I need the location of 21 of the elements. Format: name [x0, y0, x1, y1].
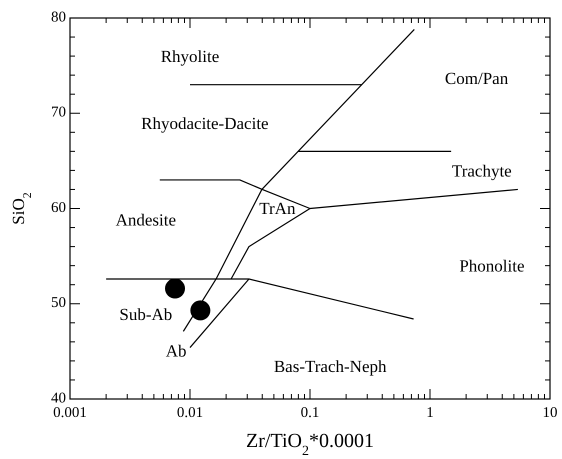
x-tick-label: 0.01: [176, 405, 204, 421]
annotation: Andesite: [116, 210, 176, 230]
x-tick-label: 0.1: [300, 405, 320, 421]
annotation: Sub-Ab: [119, 304, 172, 324]
x-tick-label: 10: [542, 405, 558, 421]
annotation: Rhyodacite-Dacite: [141, 114, 269, 133]
annotation: Phonolite: [459, 256, 525, 276]
annotation: Com/Pan: [444, 69, 509, 88]
x-tick-label: 1: [426, 405, 434, 421]
y-tick-label: 70: [51, 104, 66, 121]
annotation: Ab: [166, 341, 186, 360]
y-tick-label: 60: [51, 200, 66, 216]
annotation: Bas-Trach-Neph: [274, 357, 387, 376]
annotation: TrAn: [259, 198, 296, 218]
y-tick-label: 40: [51, 390, 66, 406]
x-tick-label: 0.001: [53, 405, 87, 421]
x-axis-title: Zr/TiO$_{2}$*0.0001: [246, 430, 374, 458]
y-tick-label: 50: [51, 295, 66, 312]
annotation: Trachyte: [452, 162, 512, 181]
annotation: Rhyolite: [160, 46, 220, 66]
y-tick-label: 80: [51, 9, 66, 26]
